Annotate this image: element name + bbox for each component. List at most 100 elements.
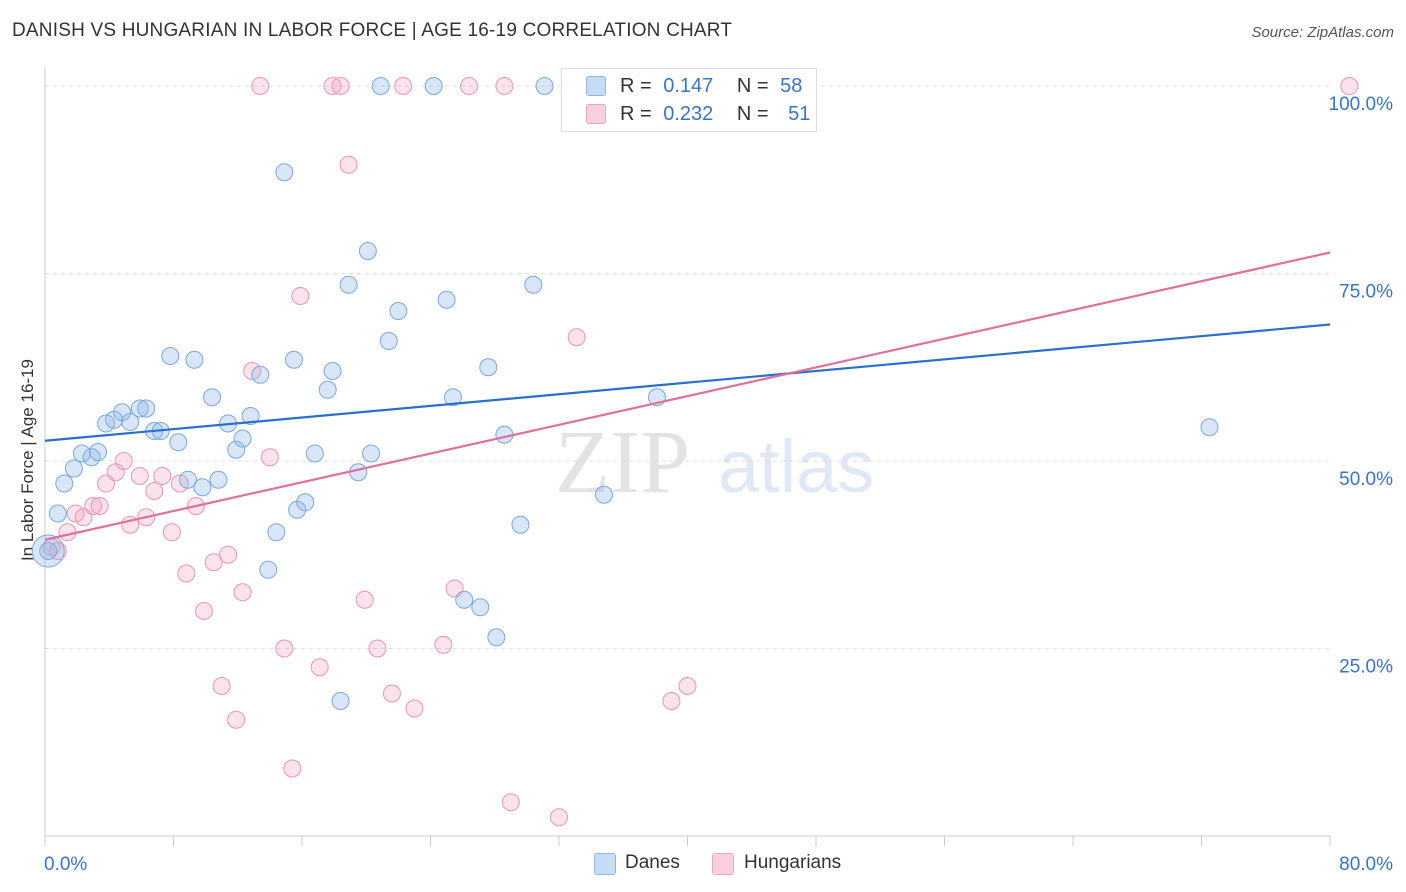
danes-point bbox=[89, 443, 108, 461]
danes-point bbox=[437, 290, 456, 309]
danes-point bbox=[39, 542, 58, 560]
danes-point bbox=[471, 598, 490, 617]
danes-point bbox=[443, 388, 462, 407]
danes-point bbox=[487, 628, 506, 647]
hungarians-point bbox=[227, 710, 246, 729]
danes-point bbox=[130, 399, 149, 418]
hungarians-point bbox=[90, 497, 109, 515]
danes-point bbox=[55, 474, 74, 493]
danes-point bbox=[318, 380, 337, 399]
hungarians-point bbox=[195, 602, 214, 620]
legend-n-label: N = bbox=[736, 75, 769, 97]
danes-point bbox=[594, 485, 613, 504]
hungarians-point bbox=[260, 448, 279, 467]
danes-point bbox=[323, 362, 342, 380]
hungarians-point bbox=[48, 542, 67, 560]
danes-point bbox=[389, 302, 408, 320]
danes-point bbox=[1200, 418, 1219, 437]
danes-point bbox=[331, 692, 350, 710]
hungarians-point bbox=[1340, 77, 1359, 95]
danes-point bbox=[275, 163, 294, 182]
chart-title: DANISH VS HUNGARIAN IN LABOR FORCE | AGE… bbox=[12, 20, 733, 41]
danes-point bbox=[284, 350, 303, 369]
hungarians-point bbox=[283, 759, 302, 778]
danes-point bbox=[193, 478, 212, 497]
x-tick-label: 0.0% bbox=[44, 854, 87, 875]
hungarians-point bbox=[145, 482, 164, 500]
hungarians-point bbox=[331, 77, 350, 95]
hungarians-point bbox=[162, 523, 181, 542]
danes-point bbox=[251, 365, 270, 384]
danes-trend-line bbox=[44, 323, 1331, 442]
y-tick-label: 50.0% bbox=[1339, 469, 1393, 490]
danes-point bbox=[209, 470, 228, 489]
danes-point bbox=[535, 77, 554, 95]
hungarians-swatch bbox=[586, 104, 606, 124]
y-tick-label: 100.0% bbox=[1329, 94, 1394, 115]
danes-point bbox=[185, 350, 204, 369]
hungarians-point bbox=[310, 658, 329, 677]
hungarians-point bbox=[434, 635, 453, 654]
hungarians-point bbox=[251, 77, 270, 95]
legend-r-label: R = bbox=[620, 75, 652, 97]
danes-point bbox=[161, 347, 180, 365]
hungarians-point bbox=[58, 523, 77, 542]
danes-point bbox=[349, 463, 368, 482]
danes-point bbox=[371, 77, 390, 95]
danes-point bbox=[524, 275, 543, 294]
hungarians-point bbox=[550, 808, 568, 827]
hungarians-legend-label: Hungarians bbox=[744, 852, 842, 873]
hungarians-point bbox=[275, 639, 294, 658]
hungarians-point bbox=[382, 684, 401, 703]
danes-n-value: 58 bbox=[780, 75, 803, 97]
danes-point bbox=[259, 560, 278, 579]
stats-legend: R = 0.147 N = 58 R = 0.232 N = 51 bbox=[561, 68, 817, 132]
danes-point bbox=[48, 504, 67, 523]
danes-legend-swatch bbox=[594, 853, 616, 875]
hungarians-point bbox=[219, 545, 238, 564]
hungarians-r-value: 0.232 bbox=[663, 103, 714, 125]
danes-point bbox=[267, 523, 286, 542]
danes-point bbox=[296, 493, 315, 512]
danes-point bbox=[121, 413, 140, 431]
danes-point-large bbox=[31, 534, 65, 568]
hungarians-n-value: 51 bbox=[788, 103, 811, 125]
source-note: Source: ZipAtlas.com bbox=[1251, 24, 1394, 41]
hungarians-point bbox=[233, 583, 252, 602]
hungarians-point bbox=[678, 677, 697, 695]
hungarians-point bbox=[130, 467, 149, 485]
danes-point bbox=[137, 399, 156, 418]
hungarians-point bbox=[177, 564, 196, 583]
watermark-atlas: atlas bbox=[718, 425, 874, 508]
hungarians-point bbox=[368, 639, 387, 658]
danes-point bbox=[339, 275, 358, 294]
bottom-legend-danes: Danes bbox=[594, 852, 680, 875]
danes-point bbox=[233, 429, 252, 448]
danes-point bbox=[64, 459, 83, 478]
hungarians-trend-line bbox=[44, 251, 1331, 541]
hungarians-point bbox=[355, 590, 374, 609]
hungarians-point bbox=[114, 452, 133, 470]
hungarians-point bbox=[291, 287, 310, 305]
legend-n-label: N = bbox=[736, 103, 769, 125]
legend-r-label: R = bbox=[620, 103, 652, 125]
danes-point bbox=[305, 444, 324, 463]
danes-point bbox=[362, 444, 381, 463]
danes-point bbox=[358, 242, 377, 260]
danes-point bbox=[227, 440, 246, 459]
hungarians-point bbox=[212, 677, 231, 695]
hungarians-point bbox=[405, 699, 424, 718]
danes-point bbox=[379, 332, 398, 350]
hungarians-point bbox=[501, 793, 520, 812]
hungarians-point bbox=[460, 77, 479, 95]
danes-point bbox=[511, 515, 530, 534]
danes-point bbox=[479, 358, 498, 377]
danes-point bbox=[424, 77, 443, 95]
danes-swatch bbox=[586, 76, 606, 96]
y-tick-label: 25.0% bbox=[1339, 657, 1393, 678]
danes-point bbox=[169, 433, 188, 452]
x-tick-label: 80.0% bbox=[1339, 854, 1393, 875]
danes-r-value: 0.147 bbox=[663, 75, 714, 97]
danes-point bbox=[241, 407, 260, 425]
